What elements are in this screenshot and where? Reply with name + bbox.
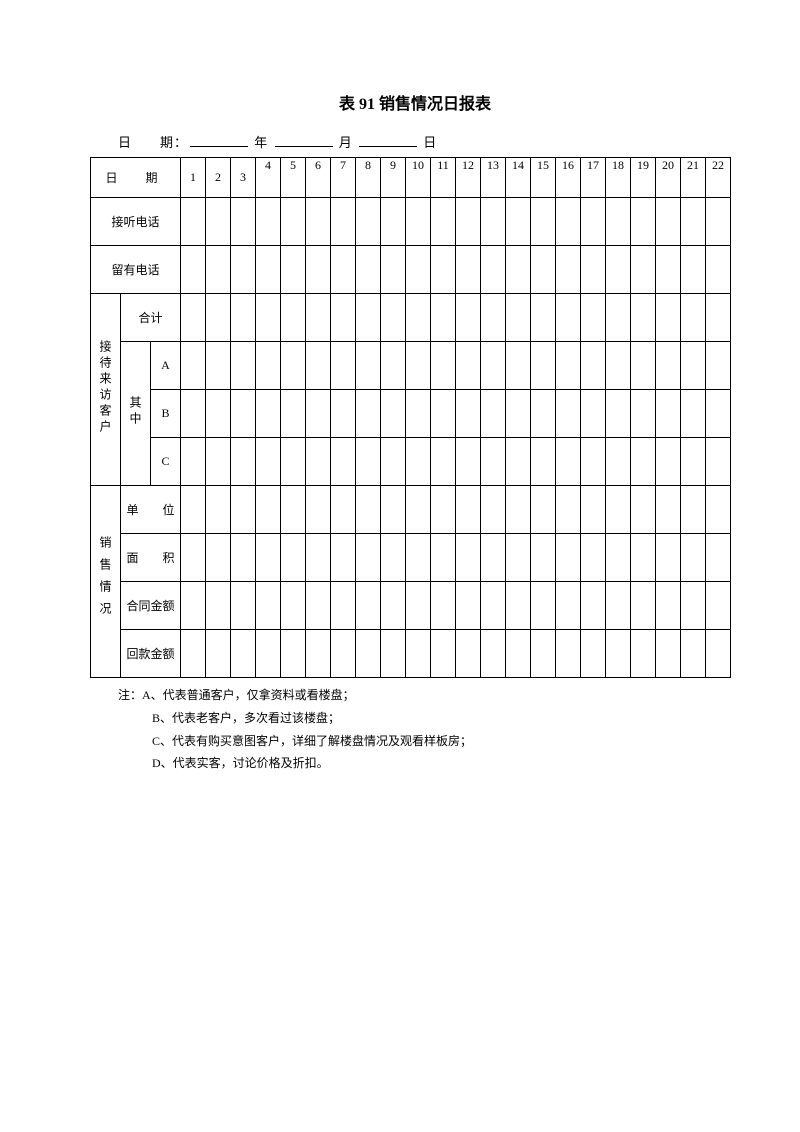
day-20: 20 [656, 158, 681, 174]
day-13: 13 [481, 158, 506, 174]
day-label: 日 [423, 135, 437, 150]
label-payback: 回款金额 [121, 630, 181, 678]
day-15: 15 [531, 158, 556, 174]
day-14: 14 [506, 158, 531, 174]
label-c: C [151, 438, 181, 486]
page: 表 91 销售情况日报表 日 期： 年 月 日 日 期 1 2 3 4 5 6 … [0, 0, 800, 775]
day-17: 17 [581, 158, 606, 174]
day-10: 10 [406, 158, 431, 174]
row-keep-phone: 留有电话 [91, 246, 731, 294]
note-d: D、代表实客，讨论价格及折扣。 [118, 752, 800, 775]
label-keep-phone: 留有电话 [91, 246, 181, 294]
note-a: 注：A、代表普通客户，仅拿资料或看楼盘； [118, 684, 800, 707]
year-label: 年 [254, 135, 268, 150]
page-title: 表 91 销售情况日报表 [90, 90, 800, 114]
label-answer-phone: 接听电话 [91, 198, 181, 246]
row-visit-total: 接待来访客户 合计 [91, 294, 731, 342]
day-7: 7 [331, 158, 356, 174]
date-label: 日 期： [118, 135, 188, 150]
day-5: 5 [281, 158, 306, 174]
row-payback: 回款金额 [91, 630, 731, 678]
day-1: 1 [181, 158, 206, 198]
month-label: 月 [339, 135, 353, 150]
note-c: C、代表有购买意图客户，详细了解楼盘情况及观看样板房； [118, 730, 800, 753]
note-b: B、代表老客户，多次看过该楼盘； [118, 707, 800, 730]
label-visit-group: 接待来访客户 [91, 294, 121, 486]
label-a: A [151, 342, 181, 390]
label-sale-group: 销售情况 [91, 486, 121, 678]
day-16: 16 [556, 158, 581, 174]
day-8: 8 [356, 158, 381, 174]
day-22: 22 [706, 158, 731, 174]
day-19: 19 [631, 158, 656, 174]
day-3: 3 [231, 158, 256, 198]
day-9: 9 [381, 158, 406, 174]
label-b: B [151, 390, 181, 438]
day-4: 4 [256, 158, 281, 174]
date-line: 日 期： 年 月 日 [90, 132, 800, 151]
day-18: 18 [606, 158, 631, 174]
day-blank[interactable] [359, 133, 417, 147]
row-visit-c: C [91, 438, 731, 486]
day-12: 12 [456, 158, 481, 174]
row-area: 面 积 [91, 534, 731, 582]
year-blank[interactable] [190, 133, 248, 147]
report-table: 日 期 1 2 3 4 5 6 7 8 9 10 11 12 13 14 15 … [90, 157, 731, 678]
row-unit: 销售情况 单 位 [91, 486, 731, 534]
label-qizhong: 其中 [121, 342, 151, 486]
row-answer-phone: 接听电话 [91, 198, 731, 246]
label-unit: 单 位 [121, 486, 181, 534]
row-visit-b: B [91, 390, 731, 438]
label-total: 合计 [121, 294, 181, 342]
month-blank[interactable] [275, 133, 333, 147]
day-2: 2 [206, 158, 231, 198]
header-row-top: 日 期 1 2 3 4 5 6 7 8 9 10 11 12 13 14 15 … [91, 158, 731, 174]
row-contract: 合同金额 [91, 582, 731, 630]
row-visit-a: 其中 A [91, 342, 731, 390]
label-contract: 合同金额 [121, 582, 181, 630]
day-21: 21 [681, 158, 706, 174]
col-date-header: 日 期 [91, 158, 181, 198]
day-6: 6 [306, 158, 331, 174]
label-area: 面 积 [121, 534, 181, 582]
notes: 注：A、代表普通客户，仅拿资料或看楼盘； B、代表老客户，多次看过该楼盘； C、… [90, 678, 800, 775]
day-11: 11 [431, 158, 456, 174]
